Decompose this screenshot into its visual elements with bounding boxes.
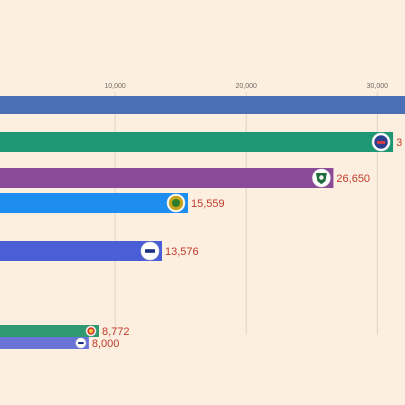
- bar: [0, 96, 405, 114]
- value-label: 3: [396, 137, 402, 149]
- x-tick-label: 30,000: [367, 83, 389, 90]
- bar: [0, 193, 188, 213]
- bar: [0, 132, 394, 152]
- x-tick-label: 10,000: [104, 83, 126, 90]
- blue-emblem-icon: [371, 132, 391, 152]
- bar: [0, 168, 334, 188]
- x-tick-label: 20,000: [236, 83, 258, 90]
- grid-layer: 10,000 20,000 30,000: [104, 83, 388, 335]
- value-label: 26,650: [336, 173, 370, 185]
- value-label: 8,772: [102, 326, 130, 338]
- bar: [0, 241, 162, 261]
- value-label: 8,000: [92, 338, 120, 350]
- red-emblem-icon: [85, 325, 97, 337]
- bar: [0, 337, 89, 349]
- bar: [0, 325, 100, 337]
- value-label: 13,576: [165, 246, 199, 258]
- gold-emblem-icon: [166, 193, 186, 213]
- green-emblem-icon: [312, 168, 331, 188]
- white-emblem-icon: [75, 337, 87, 349]
- white-emblem-icon: [140, 241, 160, 261]
- bars-layer: [0, 96, 405, 349]
- value-label: 15,559: [191, 198, 225, 210]
